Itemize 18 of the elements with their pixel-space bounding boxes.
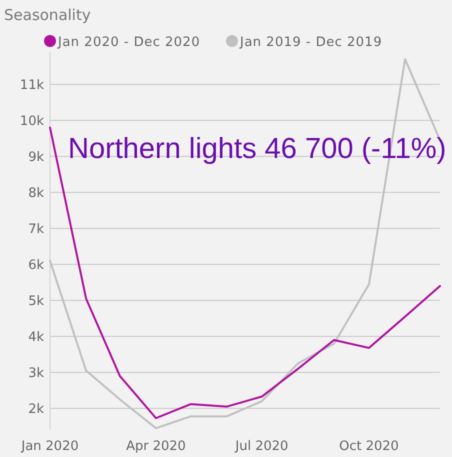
x-tick-label: Jul 2020 xyxy=(234,439,288,454)
y-tick-label: 5k xyxy=(28,294,44,309)
chart-title: Seasonality xyxy=(4,6,91,24)
y-tick-label: 6k xyxy=(28,258,44,273)
y-tick-label: 8k xyxy=(28,186,44,201)
legend-label: Jan 2020 - Dec 2020 xyxy=(57,35,200,50)
y-tick-label: 11k xyxy=(20,78,44,93)
y-tick-label: 2k xyxy=(28,402,44,417)
x-tick-label: Apr 2020 xyxy=(126,439,186,454)
x-tick-label: Jan 2020 xyxy=(20,439,79,454)
legend-label: Jan 2019 - Dec 2019 xyxy=(239,35,382,50)
y-tick-label: 7k xyxy=(28,222,44,237)
y-tick-label: 10k xyxy=(20,114,44,129)
y-tick-label: 3k xyxy=(28,366,44,381)
y-tick-label: 4k xyxy=(28,330,44,345)
annotation: Northern lights 46 700 (-11%) xyxy=(68,133,446,165)
y-tick-label: 9k xyxy=(28,150,44,165)
x-tick-label: Oct 2020 xyxy=(339,439,399,454)
